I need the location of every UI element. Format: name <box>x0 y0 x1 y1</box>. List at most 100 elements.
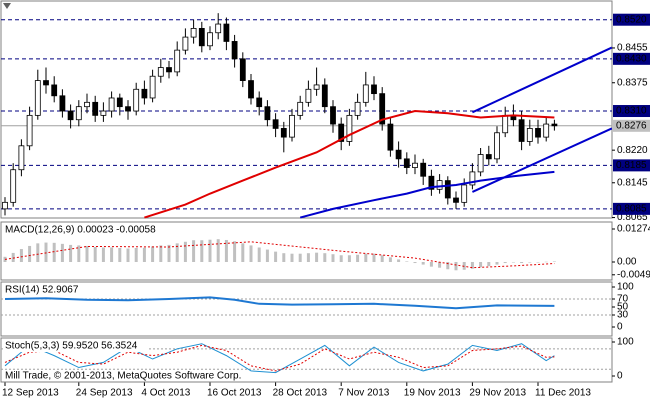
candle-body <box>18 145 25 171</box>
y-tick-label: 0.8375 <box>617 77 648 88</box>
panel-frame <box>0 221 613 281</box>
x-tick-label: 11 Dec 2013 <box>535 388 591 399</box>
candle-body <box>125 106 131 112</box>
candle-body <box>371 84 377 95</box>
histogram-bar <box>511 261 515 263</box>
histogram-bar <box>388 257 392 262</box>
y-tick-label: 50 <box>617 302 629 313</box>
candle-body <box>256 97 263 108</box>
histogram-bar <box>44 242 48 262</box>
last-price-box <box>613 119 650 132</box>
y-tick-label: 0 <box>617 322 623 333</box>
histogram-bar <box>380 255 384 262</box>
indicator-line <box>471 127 613 193</box>
histogram-bar <box>265 249 269 262</box>
histogram-bar <box>487 261 491 267</box>
indicator-line <box>4 241 555 269</box>
candle-body <box>100 110 107 116</box>
candle-body <box>190 27 197 38</box>
histogram-bar <box>257 247 261 262</box>
histogram-bar <box>544 261 548 263</box>
level-label-box <box>613 159 650 172</box>
candle-body <box>157 67 164 77</box>
candle-body <box>526 128 533 142</box>
histogram-bar <box>339 255 343 262</box>
x-tick-label: 4 Oct 2013 <box>141 388 190 399</box>
histogram-bar <box>323 253 327 262</box>
histogram-bar <box>167 244 171 262</box>
candle-body <box>174 49 181 73</box>
histogram-bar <box>208 239 212 262</box>
candle-body <box>239 58 246 81</box>
histogram-bar <box>60 243 64 262</box>
candle-body <box>412 162 418 168</box>
candle-body <box>502 114 509 134</box>
histogram-bar <box>85 245 89 262</box>
candle-body <box>223 23 230 42</box>
candle-body <box>338 123 345 142</box>
histogram-bar <box>151 246 155 262</box>
histogram-bar <box>503 261 507 264</box>
candle-body <box>215 23 222 34</box>
histogram-bar <box>331 254 335 262</box>
indicator-line <box>144 110 555 219</box>
histogram-bar <box>101 247 105 262</box>
histogram-bar <box>315 252 319 262</box>
histogram-bar <box>110 247 114 262</box>
x-tick-label: 7 Nov 2013 <box>338 388 390 399</box>
candle-body <box>420 162 427 177</box>
histogram-bar <box>520 261 524 264</box>
candle-body <box>518 119 525 142</box>
candle-body <box>2 201 8 210</box>
histogram-bar <box>446 261 450 270</box>
histogram-bar <box>536 261 540 263</box>
histogram-bar <box>413 261 417 264</box>
level-label: 0.8185 <box>616 160 647 171</box>
y-tick-label: 0.8145 <box>617 177 648 188</box>
candle-body <box>67 110 74 121</box>
candle-body <box>92 101 99 116</box>
candle-body <box>485 154 492 160</box>
histogram-bar <box>421 261 425 265</box>
histogram-bar <box>11 252 15 262</box>
candle-body <box>133 88 140 112</box>
panel-title: Stoch(5,3,3) 59.9520 56.3524 <box>5 341 138 352</box>
histogram-bar <box>552 261 556 262</box>
candle-body <box>182 36 189 51</box>
y-tick-label: 0.01274 <box>617 224 650 235</box>
histogram-bar <box>364 253 368 262</box>
candle-body <box>248 80 254 99</box>
histogram-bar <box>19 249 23 262</box>
histogram-bar <box>36 243 40 262</box>
candle-body <box>387 123 394 151</box>
candle-body <box>297 101 304 116</box>
candle-body <box>10 169 17 203</box>
candle-body <box>84 101 90 108</box>
panel-title-bg <box>3 340 149 352</box>
x-tick-label: 12 Sep 2013 <box>2 388 59 399</box>
chart-icon <box>3 3 11 9</box>
x-tick-label: 16 Oct 2013 <box>207 388 262 399</box>
candle-body <box>108 97 115 112</box>
histogram-bar <box>347 255 351 262</box>
candle-body <box>494 132 500 160</box>
panel-title-bg <box>3 284 81 296</box>
candle-body <box>461 184 468 203</box>
candle-body <box>346 114 353 142</box>
candle-body <box>535 128 541 138</box>
histogram-bar <box>282 253 286 262</box>
candle-body <box>469 171 476 186</box>
candle-body <box>321 84 328 108</box>
x-tick-label: 24 Sep 2013 <box>76 388 133 399</box>
candle-body <box>26 114 33 147</box>
panel-title-bg <box>3 224 159 236</box>
histogram-bar <box>479 261 483 268</box>
candle-body <box>264 106 271 121</box>
level-label-box <box>613 202 650 215</box>
histogram-bar <box>470 261 474 269</box>
candle-body <box>543 123 550 138</box>
candle-body <box>428 175 435 190</box>
candle-body <box>116 97 123 108</box>
indicator-line <box>4 344 555 372</box>
histogram-bar <box>241 243 245 262</box>
